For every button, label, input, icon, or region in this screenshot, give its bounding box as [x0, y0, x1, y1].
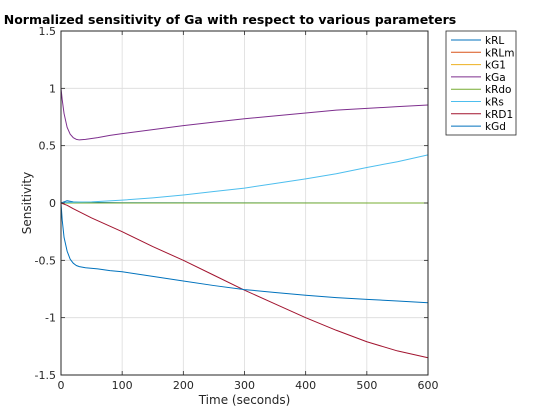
- x-tick-label: 0: [58, 379, 65, 392]
- series-line-kga: [60, 88, 429, 141]
- x-tick-label: 600: [418, 379, 439, 392]
- legend-label-krl: kRL: [485, 35, 504, 47]
- series-layer: [60, 88, 429, 359]
- legend-label-kga: kGa: [485, 72, 506, 84]
- series-line-krs: [60, 154, 429, 204]
- chart-title: Normalized sensitivity of Ga with respec…: [4, 12, 457, 27]
- y-tick-label: -1: [45, 312, 56, 325]
- series-line-krd1: [60, 202, 429, 359]
- y-tick-label: 1.5: [39, 25, 57, 38]
- legend-label-kg1: kG1: [485, 60, 506, 72]
- x-axis-label: Time (seconds): [198, 393, 291, 407]
- x-tick-label: 400: [295, 379, 316, 392]
- y-tick-label: -1.5: [35, 369, 56, 382]
- x-tick-label: 500: [356, 379, 377, 392]
- ticks: 0 100 200 300 400 500 600 -1.5 -1 -0.5 0 0.5 1 1.5: [35, 25, 439, 392]
- y-tick-label: -0.5: [35, 254, 56, 267]
- x-tick-label: 200: [173, 379, 194, 392]
- x-tick-label: 300: [234, 379, 255, 392]
- legend-label-krd1: kRD1: [485, 109, 513, 121]
- y-axis-label: Sensitivity: [20, 172, 34, 234]
- plot-area: 0 100 200 300 400 500 600 -1.5 -1 -0.5 0 0.5 1 1.5: [35, 25, 439, 392]
- legend-box: [445, 30, 517, 136]
- y-tick-label: 0.5: [39, 140, 57, 153]
- legend-label-krs: kRs: [485, 97, 504, 109]
- legend-label-kgd: kGd: [485, 121, 506, 133]
- legend-label-krlm: kRLm: [485, 47, 514, 59]
- y-tick-label: 0: [49, 197, 56, 210]
- series-line-kgd: [60, 202, 429, 304]
- x-tick-label: 100: [112, 379, 133, 392]
- legend-label-krdo: kRdo: [485, 84, 511, 96]
- y-tick-label: 1: [49, 82, 56, 95]
